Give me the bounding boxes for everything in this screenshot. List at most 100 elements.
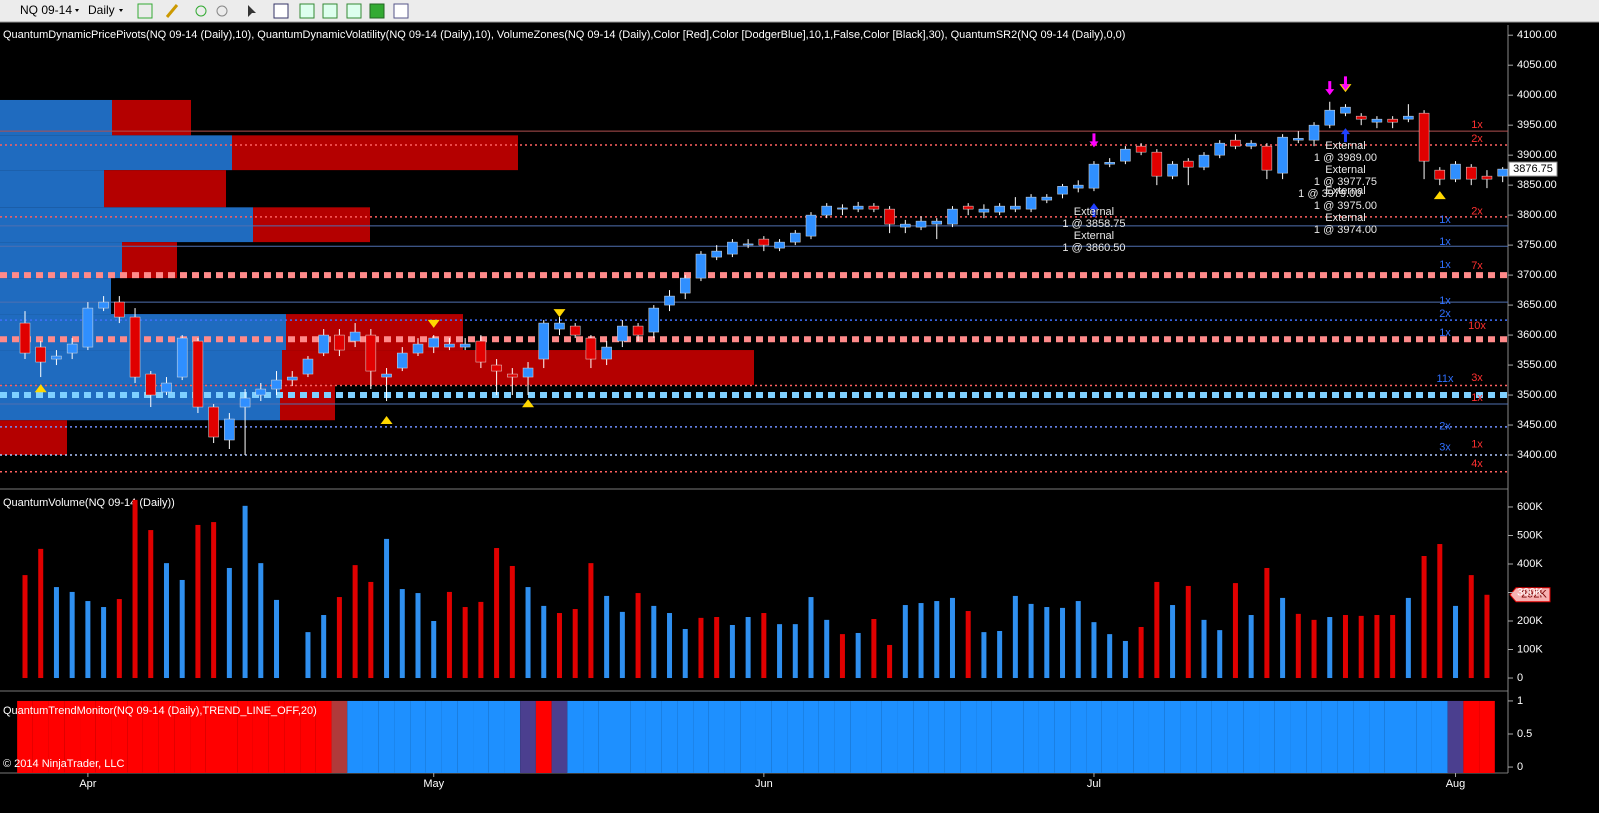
- candle-body: [1151, 151, 1163, 177]
- trend-state: [284, 700, 301, 773]
- trend-state: [17, 700, 33, 773]
- volume-bar: [1201, 619, 1207, 679]
- trend-state: [331, 700, 348, 773]
- volume-bar: [69, 591, 75, 679]
- trend-state: [1054, 700, 1071, 773]
- x-tick-label: Jun: [755, 778, 773, 790]
- order-annotation: External: [1325, 185, 1365, 197]
- trend-state: [127, 700, 143, 773]
- candle-body: [129, 316, 141, 378]
- volume-bar: [1075, 601, 1081, 679]
- zoom-out-button[interactable]: [216, 5, 228, 17]
- trend-state: [740, 700, 756, 773]
- data-box-button[interactable]: [273, 3, 289, 19]
- trend-state: [1196, 700, 1212, 773]
- instrument-selector[interactable]: NQ 09-14: [20, 3, 72, 17]
- trend-state: [708, 700, 725, 773]
- level-label: 1x: [1439, 259, 1451, 271]
- signal-marker: [1325, 81, 1335, 96]
- trend-state: [944, 700, 961, 773]
- candle-body: [585, 337, 597, 360]
- order-annotation: 1 @ 3974.00: [1314, 224, 1377, 236]
- candle-body: [271, 379, 282, 390]
- bar-type-button[interactable]: [137, 3, 153, 19]
- candle-body: [145, 373, 157, 396]
- candle-body: [1450, 163, 1461, 180]
- candle-body: [1104, 162, 1115, 165]
- volume-zone-sell: [253, 207, 370, 243]
- candle-body: [947, 208, 958, 225]
- volume-bar: [792, 624, 798, 679]
- trend-state: [693, 700, 709, 773]
- trend-state: [221, 700, 238, 773]
- volume-bar: [336, 597, 342, 679]
- last-price-box: [1508, 161, 1558, 177]
- candle-body: [522, 367, 534, 378]
- trend-state: [410, 700, 426, 773]
- properties-button[interactable]: [393, 3, 409, 19]
- signal-marker: [1089, 133, 1099, 148]
- volume-bar: [1280, 597, 1286, 679]
- dropdown-arrow[interactable]: [75, 9, 79, 12]
- order-annotation: 1 @ 3860.50: [1062, 242, 1125, 254]
- candle-body: [334, 334, 345, 351]
- chart-style-button[interactable]: [346, 3, 362, 19]
- pointer-button[interactable]: [248, 5, 256, 17]
- trend-state: [111, 700, 128, 773]
- zoom-in-button[interactable]: [195, 5, 207, 17]
- candle-body: [1481, 175, 1493, 180]
- period-selector[interactable]: Daily: [88, 3, 115, 17]
- volume-bar: [415, 593, 421, 679]
- volume-bar: [1028, 603, 1034, 679]
- draw-tool-button[interactable]: [165, 4, 179, 18]
- last-price-label: 3876.75: [1513, 163, 1553, 175]
- volume-bar: [1060, 607, 1066, 679]
- trend-state: [1274, 700, 1291, 773]
- order-annotation: External: [1325, 140, 1365, 152]
- candle-body: [805, 214, 817, 237]
- candle-body: [884, 208, 895, 225]
- order-annotation: External: [1325, 164, 1365, 176]
- volume-bar: [1437, 544, 1443, 679]
- volume-bar: [965, 611, 971, 679]
- volume-bar: [399, 589, 405, 679]
- volume-bar: [163, 563, 169, 679]
- level-label: 1x: [1439, 295, 1451, 307]
- y-tick-label: 3550.00: [1517, 359, 1557, 371]
- volume-bar: [1044, 607, 1050, 679]
- candle-body: [554, 322, 565, 330]
- y-tick-label: 200K: [1517, 615, 1543, 627]
- volume-zone-buy: [0, 350, 282, 385]
- dropdown-arrow[interactable]: [119, 9, 123, 12]
- volume-bar: [871, 619, 877, 679]
- volume-bar: [1138, 626, 1144, 679]
- trend-state: [818, 700, 835, 773]
- orders-button[interactable]: [369, 3, 385, 19]
- trend-state: [881, 700, 898, 773]
- candle-body: [664, 295, 675, 306]
- candle-body: [1010, 205, 1021, 210]
- order-annotation: 1 @ 3975.00: [1314, 200, 1377, 212]
- volume-bar: [85, 601, 91, 679]
- trend-state: [1133, 700, 1149, 773]
- candle-body: [538, 322, 550, 360]
- candle-body: [349, 331, 361, 342]
- trend-state: [913, 700, 929, 773]
- volume-bar: [1453, 605, 1459, 679]
- trend-state: [535, 700, 552, 773]
- volume-bar: [116, 599, 122, 679]
- indicators-button[interactable]: [299, 3, 315, 19]
- candle-body: [444, 343, 455, 348]
- volume-bar: [478, 601, 484, 679]
- trend-state: [567, 700, 584, 773]
- candle-body: [931, 220, 943, 225]
- trend-state: [771, 700, 788, 773]
- trend-state: [1447, 700, 1464, 773]
- candle-body: [679, 277, 691, 294]
- trend-state: [520, 700, 536, 773]
- level-label: 4x: [1471, 458, 1483, 470]
- candle-body: [1135, 145, 1147, 153]
- y-tick-label: 3950.00: [1517, 119, 1557, 131]
- candle-body: [1403, 115, 1414, 120]
- strategies-button[interactable]: [322, 3, 338, 19]
